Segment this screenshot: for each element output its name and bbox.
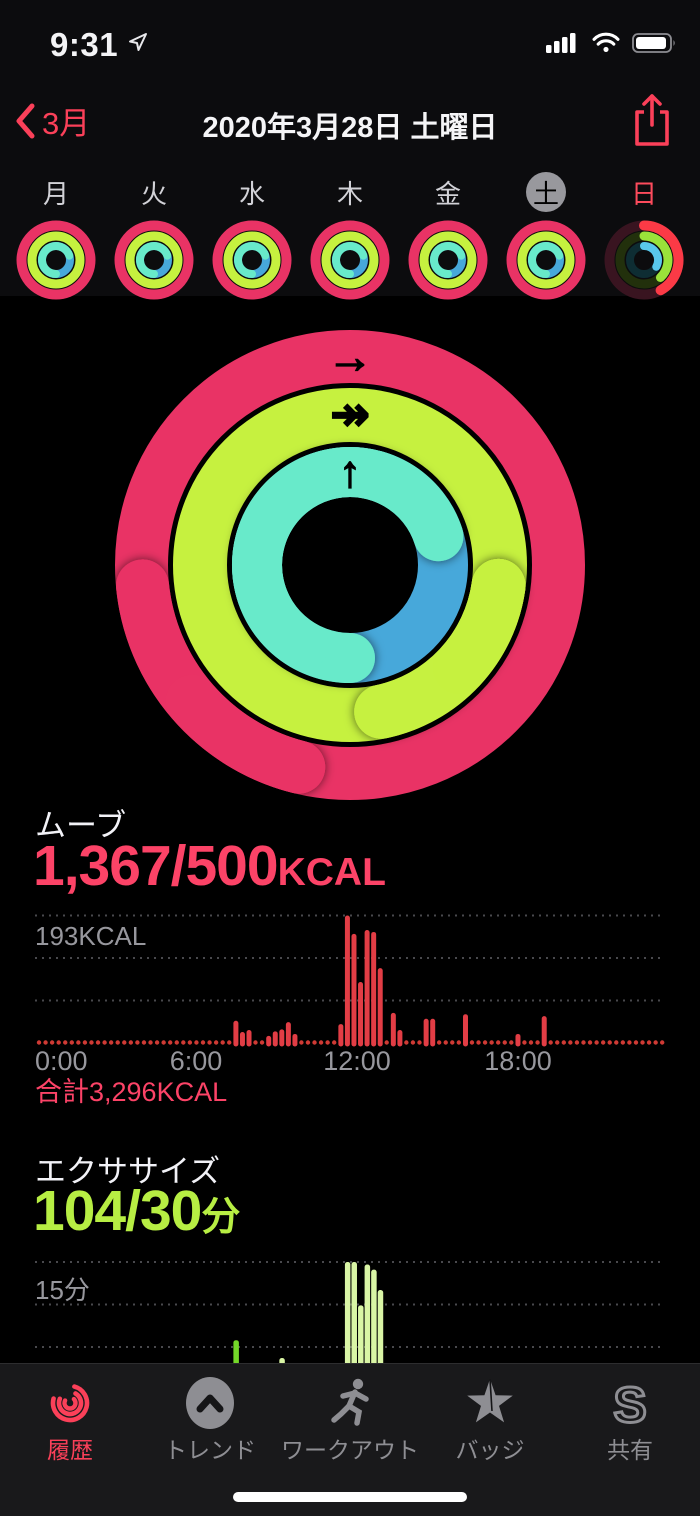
svg-text:S: S (613, 1377, 646, 1430)
weekday-label: 月 (42, 178, 69, 209)
exercise-chart (35, 1261, 665, 1363)
time-axis-tick: 6:00 (169, 1046, 223, 1076)
tab-badges-label: バッジ (455, 1437, 525, 1463)
tab-history-label: 履歴 (47, 1437, 93, 1463)
exercise-value-number: 104/30 (33, 1179, 202, 1243)
cellular-signal-icon (546, 33, 576, 53)
sharing-icon: S (612, 1376, 648, 1430)
weekday-label: 土 (526, 172, 566, 212)
badge-star-icon (467, 1378, 513, 1423)
back-button[interactable]: 3月 (12, 98, 90, 143)
exercise-value: 104/30分 (33, 1183, 240, 1240)
battery-icon (632, 33, 675, 53)
tab-badges[interactable]: バッジ (420, 1364, 560, 1516)
wifi-icon (592, 32, 620, 52)
stand-arrow-icon: ↑ (339, 448, 361, 497)
tab-sharing-label: 共有 (607, 1437, 653, 1463)
back-button-label: 3月 (42, 106, 91, 141)
tab-sharing[interactable]: S 共有 (560, 1364, 700, 1516)
move-total-label: 合計 (35, 1077, 89, 1107)
history-icon (50, 1383, 90, 1423)
tab-workouts-label: ワークアウト (281, 1437, 419, 1463)
move-total: 合計3,296KCAL (35, 1070, 227, 1109)
page-title: 2020年3月28日 土曜日 (202, 112, 498, 144)
weekday-item-4[interactable]: 金 (402, 172, 494, 304)
weekday-label: 金 (434, 178, 461, 209)
weekday-label: 木 (336, 178, 363, 209)
weekday-label: 日 (630, 178, 657, 209)
tab-trends-label: トレンド (164, 1437, 256, 1463)
mini-activity-rings (408, 220, 488, 300)
move-value-unit: KCAL (277, 851, 386, 894)
exercise-chart-max-label: 15分 (35, 1275, 90, 1305)
weekday-item-5[interactable]: 土 (500, 172, 592, 304)
mini-activity-rings (16, 220, 96, 300)
weekday-item-6[interactable]: 日 (598, 172, 690, 304)
mini-activity-rings (310, 220, 390, 300)
move-total-value: 3,296KCAL (89, 1077, 228, 1107)
exercise-label: エクササイズ (35, 1154, 221, 1189)
move-chart-max-label: 193KCAL (35, 921, 147, 951)
mini-activity-rings (506, 220, 586, 300)
move-value-number: 1,367/500 (33, 834, 279, 898)
move-arrow-icon: → (327, 331, 373, 383)
tab-trends[interactable]: トレンド (140, 1364, 280, 1516)
mini-activity-rings (212, 220, 292, 300)
back-chevron-icon (16, 103, 35, 138)
move-chart (35, 914, 665, 1047)
location-arrow-icon (129, 33, 147, 51)
exercise-arrow-icon: ↠ (330, 389, 370, 442)
mini-activity-rings (604, 220, 684, 300)
exercise-value-unit: 分 (201, 1196, 241, 1239)
clock: 9:31 (50, 26, 119, 63)
home-indicator[interactable] (233, 1492, 467, 1502)
trends-icon (186, 1377, 234, 1429)
week-day-selector: 月火水木金土日 (10, 172, 690, 304)
nav-bar: 3月 2020年3月28日 土曜日 (0, 90, 700, 168)
tab-history[interactable]: 履歴 (0, 1364, 140, 1516)
mini-activity-rings (114, 220, 194, 300)
move-label: ムーブ (35, 808, 127, 843)
weekday-item-3[interactable]: 木 (304, 172, 396, 304)
time-axis-tick: 18:00 (484, 1046, 552, 1076)
share-button[interactable] (630, 92, 674, 150)
time-axis-labels: 0:00 6:00 12:00 18:00 (0, 1046, 700, 1076)
weekday-label: 火 (140, 178, 167, 209)
workout-runner-icon (331, 1378, 369, 1426)
tab-bar: 履歴 トレンド ワークアウト (0, 1363, 700, 1516)
weekday-item-2[interactable]: 水 (206, 172, 298, 304)
move-value: 1,367/500KCAL (33, 838, 386, 895)
tab-workouts[interactable]: ワークアウト (280, 1364, 420, 1516)
time-axis-tick: 0:00 (35, 1046, 88, 1076)
weekday-item-1[interactable]: 火 (108, 172, 200, 304)
weekday-label: 水 (238, 178, 265, 209)
activity-rings: → ↠ ↑ (115, 330, 585, 800)
status-bar: 9:31 (0, 0, 700, 90)
weekday-item-0[interactable]: 月 (10, 172, 102, 304)
time-axis-tick: 12:00 (323, 1046, 391, 1076)
